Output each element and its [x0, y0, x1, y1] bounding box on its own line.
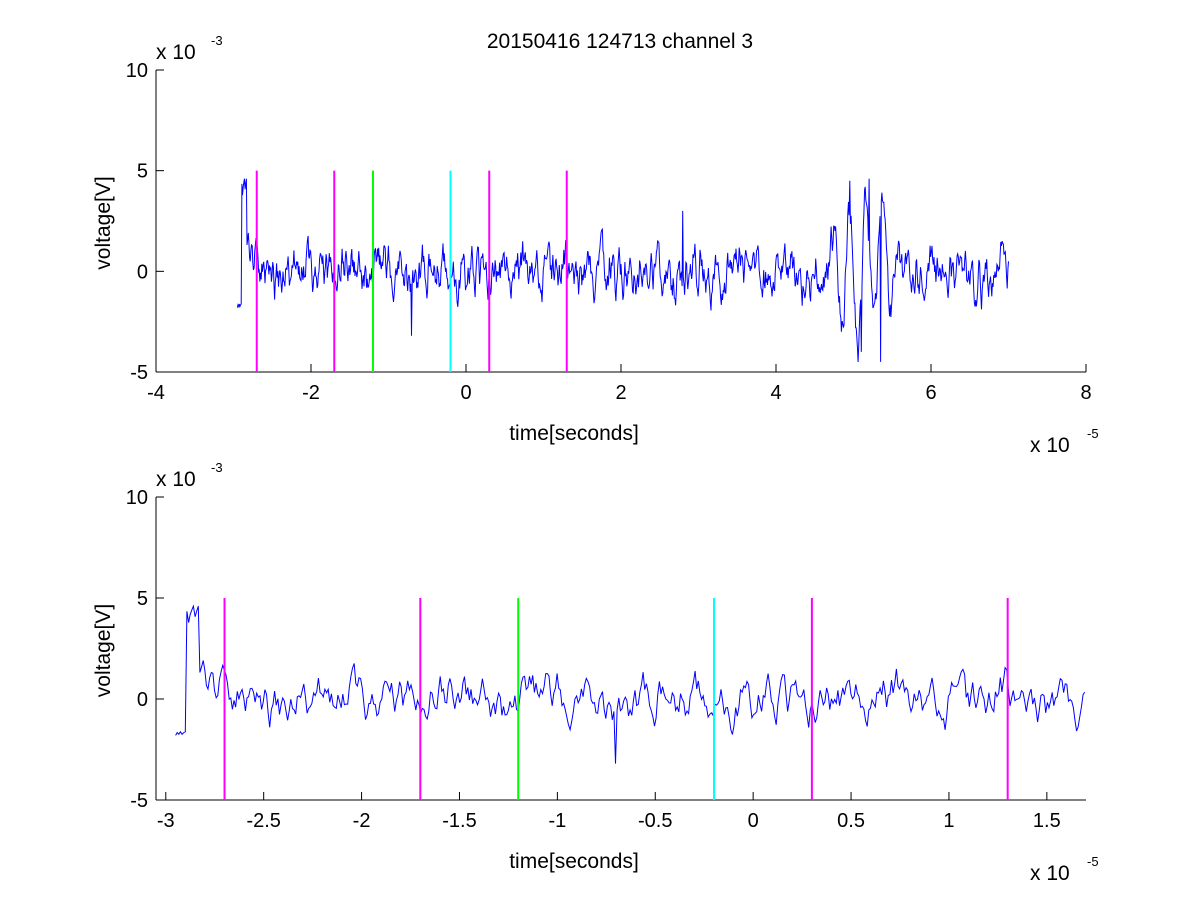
top-axes: -4 -2 0 2 4 6 8 -5 0 5 10 time[seconds] voltage[V] x …	[92, 33, 1099, 457]
y-tick-label: 5	[137, 588, 148, 610]
bottom-axes: -3 -2.5 -2 -1.5 -1 -0.5 0 0.5 1 1.5 -5 0 5 10 time[sec…	[92, 460, 1099, 885]
x-tick-label: 2	[615, 382, 626, 404]
x-tick-label: -2.5	[246, 810, 280, 832]
x-tick-label: -0.5	[638, 810, 672, 832]
x-multiplier-base: x 10	[1030, 434, 1070, 457]
y-multiplier-exp: -3	[211, 460, 223, 475]
x-tick-label: -1.5	[442, 810, 476, 832]
y-tick-label: 5	[137, 161, 148, 183]
x-tick-label: 1.5	[1033, 810, 1061, 832]
x-tick-label: 0	[460, 382, 471, 404]
y-axis-label: voltage[V]	[92, 176, 115, 269]
x-multiplier-exp: -5	[1087, 426, 1099, 441]
x-tick-label: 8	[1080, 382, 1091, 404]
y-tick-label: 10	[126, 60, 148, 82]
x-tick-label: -4	[147, 382, 165, 404]
x-tick-label: 0	[748, 810, 759, 832]
y-multiplier-base: x 10	[156, 468, 196, 491]
y-tick-label: -5	[130, 362, 148, 384]
signal-line	[236, 178, 1009, 363]
y-multiplier-exp: -3	[211, 33, 223, 48]
x-tick-label: 0.5	[837, 810, 865, 832]
x-multiplier-exp: -5	[1087, 854, 1099, 869]
x-axis-label: time[seconds]	[509, 850, 639, 873]
x-tick-label: 1	[943, 810, 954, 832]
y-tick-label: 0	[137, 261, 148, 283]
signal-line	[175, 604, 1086, 764]
y-axis-label: voltage[V]	[92, 604, 115, 697]
x-tick-label: -3	[157, 810, 175, 832]
y-tick-label: 10	[126, 487, 148, 509]
x-tick-label: -2	[302, 382, 320, 404]
y-multiplier-base: x 10	[156, 41, 196, 64]
x-axis-label: time[seconds]	[509, 422, 639, 445]
x-tick-label: 4	[770, 382, 781, 404]
x-tick-label: -2	[353, 810, 371, 832]
x-tick-label: -1	[548, 810, 566, 832]
y-tick-label: 0	[137, 689, 148, 711]
y-tick-label: -5	[130, 790, 148, 812]
x-tick-label: 6	[925, 382, 936, 404]
x-multiplier-base: x 10	[1030, 862, 1070, 885]
figure-title: 20150416 124713 channel 3	[487, 30, 753, 53]
